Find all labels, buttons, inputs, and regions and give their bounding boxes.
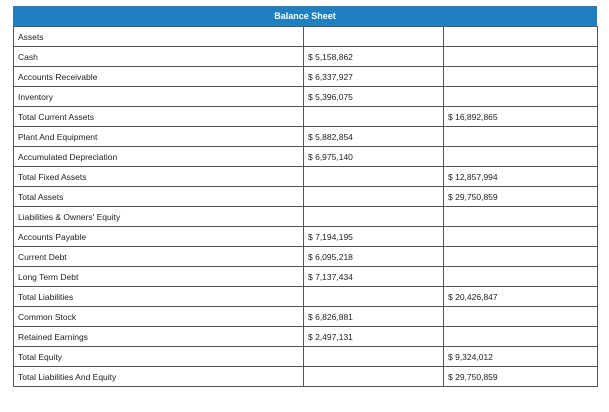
row-label: Plant And Equipment <box>13 126 304 147</box>
amount-cell: $ 5,158,862 <box>303 46 444 67</box>
total-cell: $ 20,426,847 <box>443 286 598 307</box>
table: Assets Cash $ 5,158,862 Accounts Receivable… <box>13 26 598 387</box>
total-cell <box>443 306 598 327</box>
row-label: Accumulated Depreciation <box>13 146 304 167</box>
row-label: Total Liabilities And Equity <box>13 366 304 387</box>
amount-cell: $ 7,194,195 <box>303 226 444 247</box>
row-label: Total Assets <box>13 186 304 207</box>
row-label: Total Current Assets <box>13 106 304 127</box>
total-cell: $ 12,857,994 <box>443 166 598 187</box>
total-cell: $ 9,324,012 <box>443 346 598 367</box>
amount-cell <box>303 346 444 367</box>
amount-cell: $ 6,826,881 <box>303 306 444 327</box>
table-row: Accounts Receivable $ 6,337,927 <box>13 66 598 87</box>
amount-cell: $ 7,137,434 <box>303 266 444 287</box>
amount-cell: $ 2,497,131 <box>303 326 444 347</box>
amount-cell <box>303 166 444 187</box>
table-row: Accumulated Depreciation $ 6,975,140 <box>13 146 598 167</box>
table-row: Total Liabilities And Equity $ 29,750,859 <box>13 366 598 387</box>
total-cell <box>443 46 598 67</box>
total-cell: $ 16,892,865 <box>443 106 598 127</box>
table-row: Common Stock $ 6,826,881 <box>13 306 598 327</box>
row-label: Inventory <box>13 86 304 107</box>
amount-cell <box>303 286 444 307</box>
amount-cell <box>303 26 444 47</box>
table-row: Plant And Equipment $ 5,882,854 <box>13 126 598 147</box>
table-row: Total Equity $ 9,324,012 <box>13 346 598 367</box>
row-label: Accounts Payable <box>13 226 304 247</box>
table-row: Total Current Assets $ 16,892,865 <box>13 106 598 127</box>
row-label: Cash <box>13 46 304 67</box>
total-cell <box>443 266 598 287</box>
table-row: Retained Earnings $ 2,497,131 <box>13 326 598 347</box>
amount-cell: $ 6,975,140 <box>303 146 444 167</box>
amount-cell: $ 5,882,854 <box>303 126 444 147</box>
amount-cell <box>303 366 444 387</box>
table-row: Liabilities & Owners' Equity <box>13 206 598 227</box>
table-row: Cash $ 5,158,862 <box>13 46 598 67</box>
table-row: Assets <box>13 26 598 47</box>
row-label: Accounts Receivable <box>13 66 304 87</box>
total-cell: $ 29,750,859 <box>443 366 598 387</box>
table-row: Total Assets $ 29,750,859 <box>13 186 598 207</box>
row-label: Total Equity <box>13 346 304 367</box>
row-label: Liabilities & Owners' Equity <box>13 206 304 227</box>
row-label: Total Liabilities <box>13 286 304 307</box>
total-cell <box>443 226 598 247</box>
total-cell: $ 29,750,859 <box>443 186 598 207</box>
table-body: Assets Cash $ 5,158,862 Accounts Receivable… <box>13 26 598 387</box>
row-label: Long Term Debt <box>13 266 304 287</box>
amount-cell: $ 5,396,075 <box>303 86 444 107</box>
table-row: Current Debt $ 6,095,218 <box>13 246 598 267</box>
total-cell <box>443 146 598 167</box>
amount-cell <box>303 186 444 207</box>
total-cell <box>443 86 598 107</box>
table-row: Total Liabilities $ 20,426,847 <box>13 286 598 307</box>
total-cell <box>443 206 598 227</box>
row-label: Current Debt <box>13 246 304 267</box>
amount-cell <box>303 206 444 227</box>
table-row: Inventory $ 5,396,075 <box>13 86 598 107</box>
total-cell <box>443 66 598 87</box>
row-label: Common Stock <box>13 306 304 327</box>
total-cell <box>443 246 598 267</box>
row-label: Assets <box>13 26 304 47</box>
total-cell <box>443 326 598 347</box>
amount-cell: $ 6,095,218 <box>303 246 444 267</box>
table-row: Total Fixed Assets $ 12,857,994 <box>13 166 598 187</box>
balance-sheet: Balance Sheet Assets Cash $ 5,158,862 Accou… <box>13 6 598 387</box>
table-row: Accounts Payable $ 7,194,195 <box>13 226 598 247</box>
amount-cell <box>303 106 444 127</box>
amount-cell: $ 6,337,927 <box>303 66 444 87</box>
row-label: Retained Earnings <box>13 326 304 347</box>
total-cell <box>443 126 598 147</box>
total-cell <box>443 26 598 47</box>
table-row: Long Term Debt $ 7,137,434 <box>13 266 598 287</box>
row-label: Total Fixed Assets <box>13 166 304 187</box>
table-title: Balance Sheet <box>13 6 597 26</box>
